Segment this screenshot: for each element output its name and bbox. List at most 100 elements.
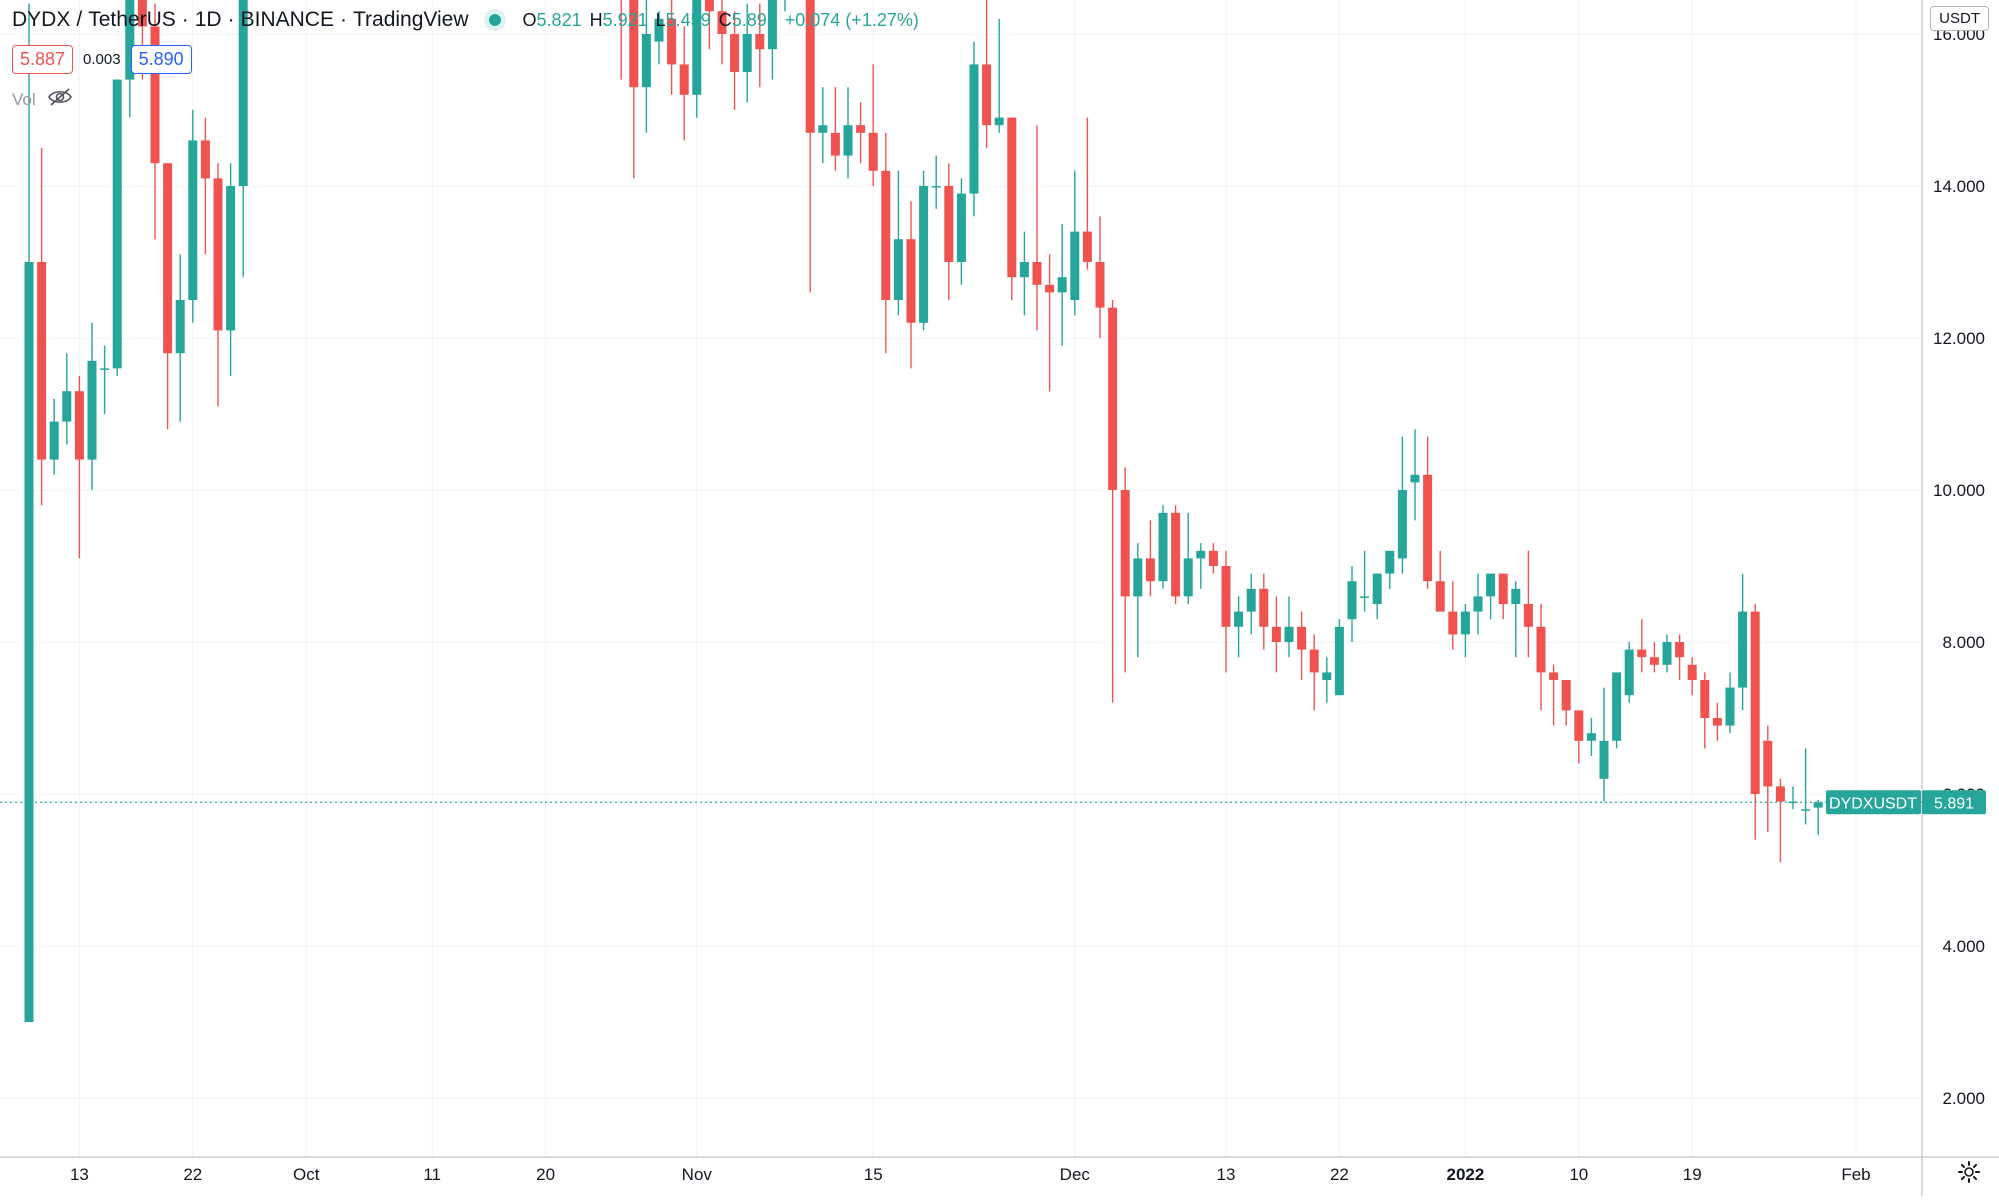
candle-body [843,125,853,156]
candle [843,87,853,179]
candle [1322,657,1332,703]
live-dot-icon [488,14,501,26]
candle-body [931,186,941,188]
candle-body [881,170,891,300]
candle-body [137,0,147,27]
y-tick-label: 14.000 [1933,177,1985,196]
candle-body [238,0,248,186]
candle-body [213,178,223,331]
y-tick-label: 12.000 [1933,329,1985,348]
x-tick-label: 15 [864,1165,883,1184]
open-value: O5.821 [522,9,582,30]
symbol-name[interactable]: DYDX [12,8,71,31]
candle [1498,573,1508,620]
candle [226,163,236,376]
candle-body [1624,649,1634,696]
candle-body [175,300,185,354]
candle [1120,467,1130,673]
candle [1448,581,1458,650]
candle [906,201,916,369]
candle [620,0,622,80]
candle [1309,634,1319,711]
candle-body [1095,262,1105,308]
candle [87,322,97,490]
candle-body [1801,809,1811,811]
candle-body [1347,581,1357,620]
candle-body [1738,611,1748,688]
candle [868,64,878,186]
volume-label: Vol [12,89,36,109]
exchange-label: BINANCE [240,8,334,31]
candle-body [994,117,1004,126]
source-label: TradingView [352,8,469,31]
candle-body [1385,550,1395,574]
candle [1397,436,1407,574]
candle [1775,778,1785,863]
candle [1423,436,1433,589]
buy-price-button[interactable]: 5.890 [130,45,192,74]
y-tick-label: 10.000 [1933,481,1985,500]
candle [1108,300,1118,703]
candle [1788,786,1798,810]
candle-body [767,0,777,50]
candle-body [755,34,765,50]
candle-body [1360,596,1370,598]
candle-body [667,18,677,65]
time-axis[interactable]: 13 22 Oct 11 20 Nov 15 Dec 13 22 2022 10 19 Feb [70,1165,1871,1184]
candle [742,3,752,103]
candle-body [730,34,740,72]
candle-body [1612,672,1622,741]
candle-body [100,368,110,370]
interval-label[interactable]: 1D [194,8,222,31]
candle [1372,573,1382,620]
candle-body [226,186,236,331]
price-axis[interactable]: 2.0004.0006.0008.00010.00012.00014.00016… [1933,25,1985,1108]
candle-body [1183,558,1193,597]
x-tick-label: 20 [536,1165,555,1184]
candle [641,0,651,133]
candle-body [1675,642,1685,658]
candle [730,11,740,110]
gear-icon[interactable] [1957,1160,1981,1189]
candle-body [1410,474,1420,483]
candle [982,0,992,148]
candle-body [87,360,97,460]
y-tick-label: 4.000 [1942,937,1985,956]
candle-body [62,391,72,422]
volume-indicator[interactable]: Vol [12,88,72,111]
candle [1574,710,1584,764]
candle-body [74,391,84,460]
low-value: L5.459 [655,9,711,30]
eye-off-icon[interactable] [47,88,72,111]
candle [1007,117,1017,300]
candle [1045,254,1055,392]
candle [893,170,903,316]
candle [1637,619,1647,673]
candles[interactable] [24,0,1823,1022]
candle [1712,702,1722,741]
currency-button[interactable]: USDT [1930,6,1989,31]
candle [100,345,110,414]
spread-value: 0.003 [83,51,121,68]
candle [1687,657,1697,696]
candle [1523,550,1533,658]
candle-body [1473,596,1483,612]
candle [1662,634,1672,673]
candle-body [1234,611,1244,627]
candle-body [868,132,878,171]
separator: · [339,8,347,31]
candle [49,398,59,475]
candle [919,170,929,331]
candle-body [150,26,160,164]
candle-body [1763,740,1773,787]
candle-body [188,140,198,300]
sell-price-button[interactable]: 5.887 [12,45,74,74]
candle-body [1549,672,1559,680]
candle [1738,573,1748,711]
candle-body [1637,649,1647,658]
candle-body [830,132,840,156]
candle [629,0,639,179]
candle-body [200,140,210,179]
